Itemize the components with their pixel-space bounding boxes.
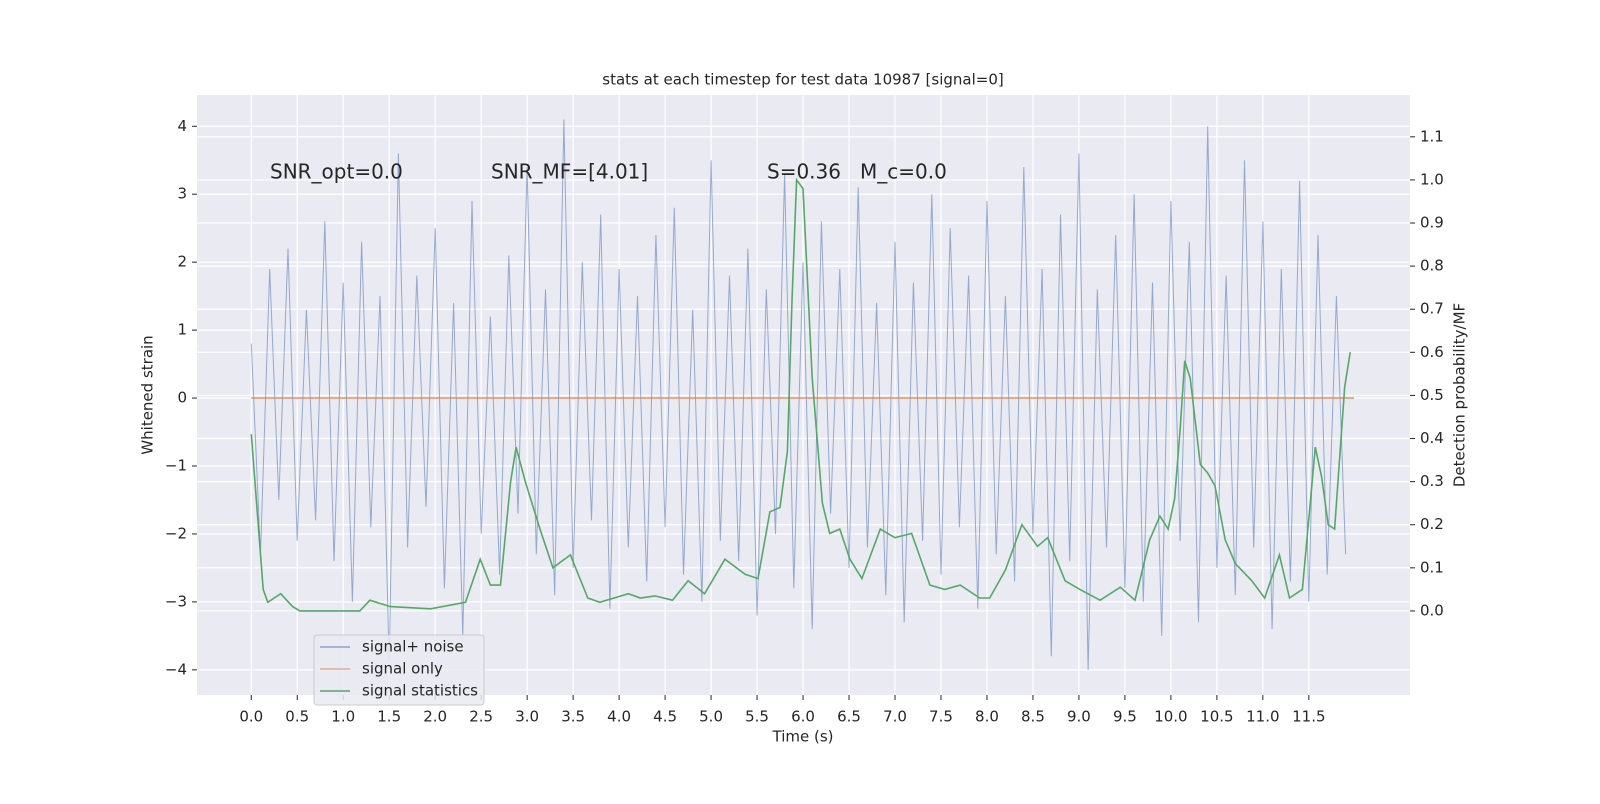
y2-tick-label: 0.2 (1420, 515, 1444, 533)
x-tick-label: 11.5 (1292, 708, 1325, 726)
y2-tick-label: 0.9 (1420, 214, 1444, 232)
series-line (250, 119, 1347, 670)
y-tick-label: −3 (165, 592, 187, 610)
x-tick-label: 3.5 (561, 708, 585, 726)
y-tick-label: 3 (177, 185, 187, 203)
annotation: M_c=0.0 (860, 160, 947, 184)
y2-axis-label: Detection probability/MF (1451, 303, 1469, 487)
x-tick-label: 7.5 (929, 708, 953, 726)
y2-tick-label: 0.7 (1420, 300, 1444, 318)
legend-label: signal only (362, 660, 443, 678)
annotation: S=0.36 (767, 160, 841, 184)
y-tick-label: 0 (177, 389, 187, 407)
y2-tick-label: 1.1 (1420, 127, 1444, 145)
x-tick-label: 5.0 (699, 708, 723, 726)
y-tick-label: 1 (177, 321, 187, 339)
legend-label: signal+ noise (362, 638, 464, 656)
x-tick-label: 2.0 (423, 708, 447, 726)
y-tick-label: 4 (177, 117, 187, 135)
y-axis-label: Whitened strain (139, 335, 157, 454)
x-tick-label: 8.0 (975, 708, 999, 726)
x-tick-label: 11.0 (1246, 708, 1279, 726)
y2-tick-label: 0.8 (1420, 257, 1444, 275)
y-tick-label: 2 (177, 253, 187, 271)
x-tick-label: 7.0 (883, 708, 907, 726)
x-tick-label: 5.5 (745, 708, 769, 726)
x-tick-label: 6.5 (837, 708, 861, 726)
y2-tick-label: 0.6 (1420, 343, 1444, 361)
y2-tick-label: 0.0 (1420, 601, 1444, 619)
y-tick-label: −2 (165, 524, 187, 542)
legend-box (313, 634, 485, 706)
series-line (250, 177, 1351, 612)
chart-title: stats at each timestep for test data 109… (602, 71, 1003, 89)
x-tick-label: 0.5 (285, 708, 309, 726)
y2-tick-label: 0.3 (1420, 472, 1444, 490)
annotation: SNR_MF=[4.01] (491, 160, 648, 184)
x-tick-label: 1.0 (331, 708, 355, 726)
x-tick-label: 8.5 (1021, 708, 1045, 726)
x-tick-label: 4.5 (653, 708, 677, 726)
y2-tick-label: 0.5 (1420, 386, 1444, 404)
legend-label: signal statistics (362, 682, 478, 700)
x-tick-label: 1.5 (377, 708, 401, 726)
x-tick-label: 4.0 (607, 708, 631, 726)
x-tick-label: 3.0 (515, 708, 539, 726)
y-tick-label: −4 (165, 660, 187, 678)
y2-tick-label: 1.0 (1420, 170, 1444, 188)
annotation: SNR_opt=0.0 (270, 160, 403, 184)
x-tick-label: 9.0 (1067, 708, 1091, 726)
y-tick-label: −1 (165, 457, 187, 475)
x-tick-label: 2.5 (469, 708, 493, 726)
x-tick-label: 10.5 (1200, 708, 1233, 726)
y2-tick-label: 0.4 (1420, 429, 1444, 447)
x-axis-label: Time (s) (772, 728, 834, 746)
x-tick-label: 9.5 (1113, 708, 1137, 726)
x-tick-label: 10.0 (1154, 708, 1187, 726)
y2-tick-label: 0.1 (1420, 558, 1444, 576)
x-tick-label: 6.0 (791, 708, 815, 726)
x-tick-label: 0.0 (239, 708, 263, 726)
